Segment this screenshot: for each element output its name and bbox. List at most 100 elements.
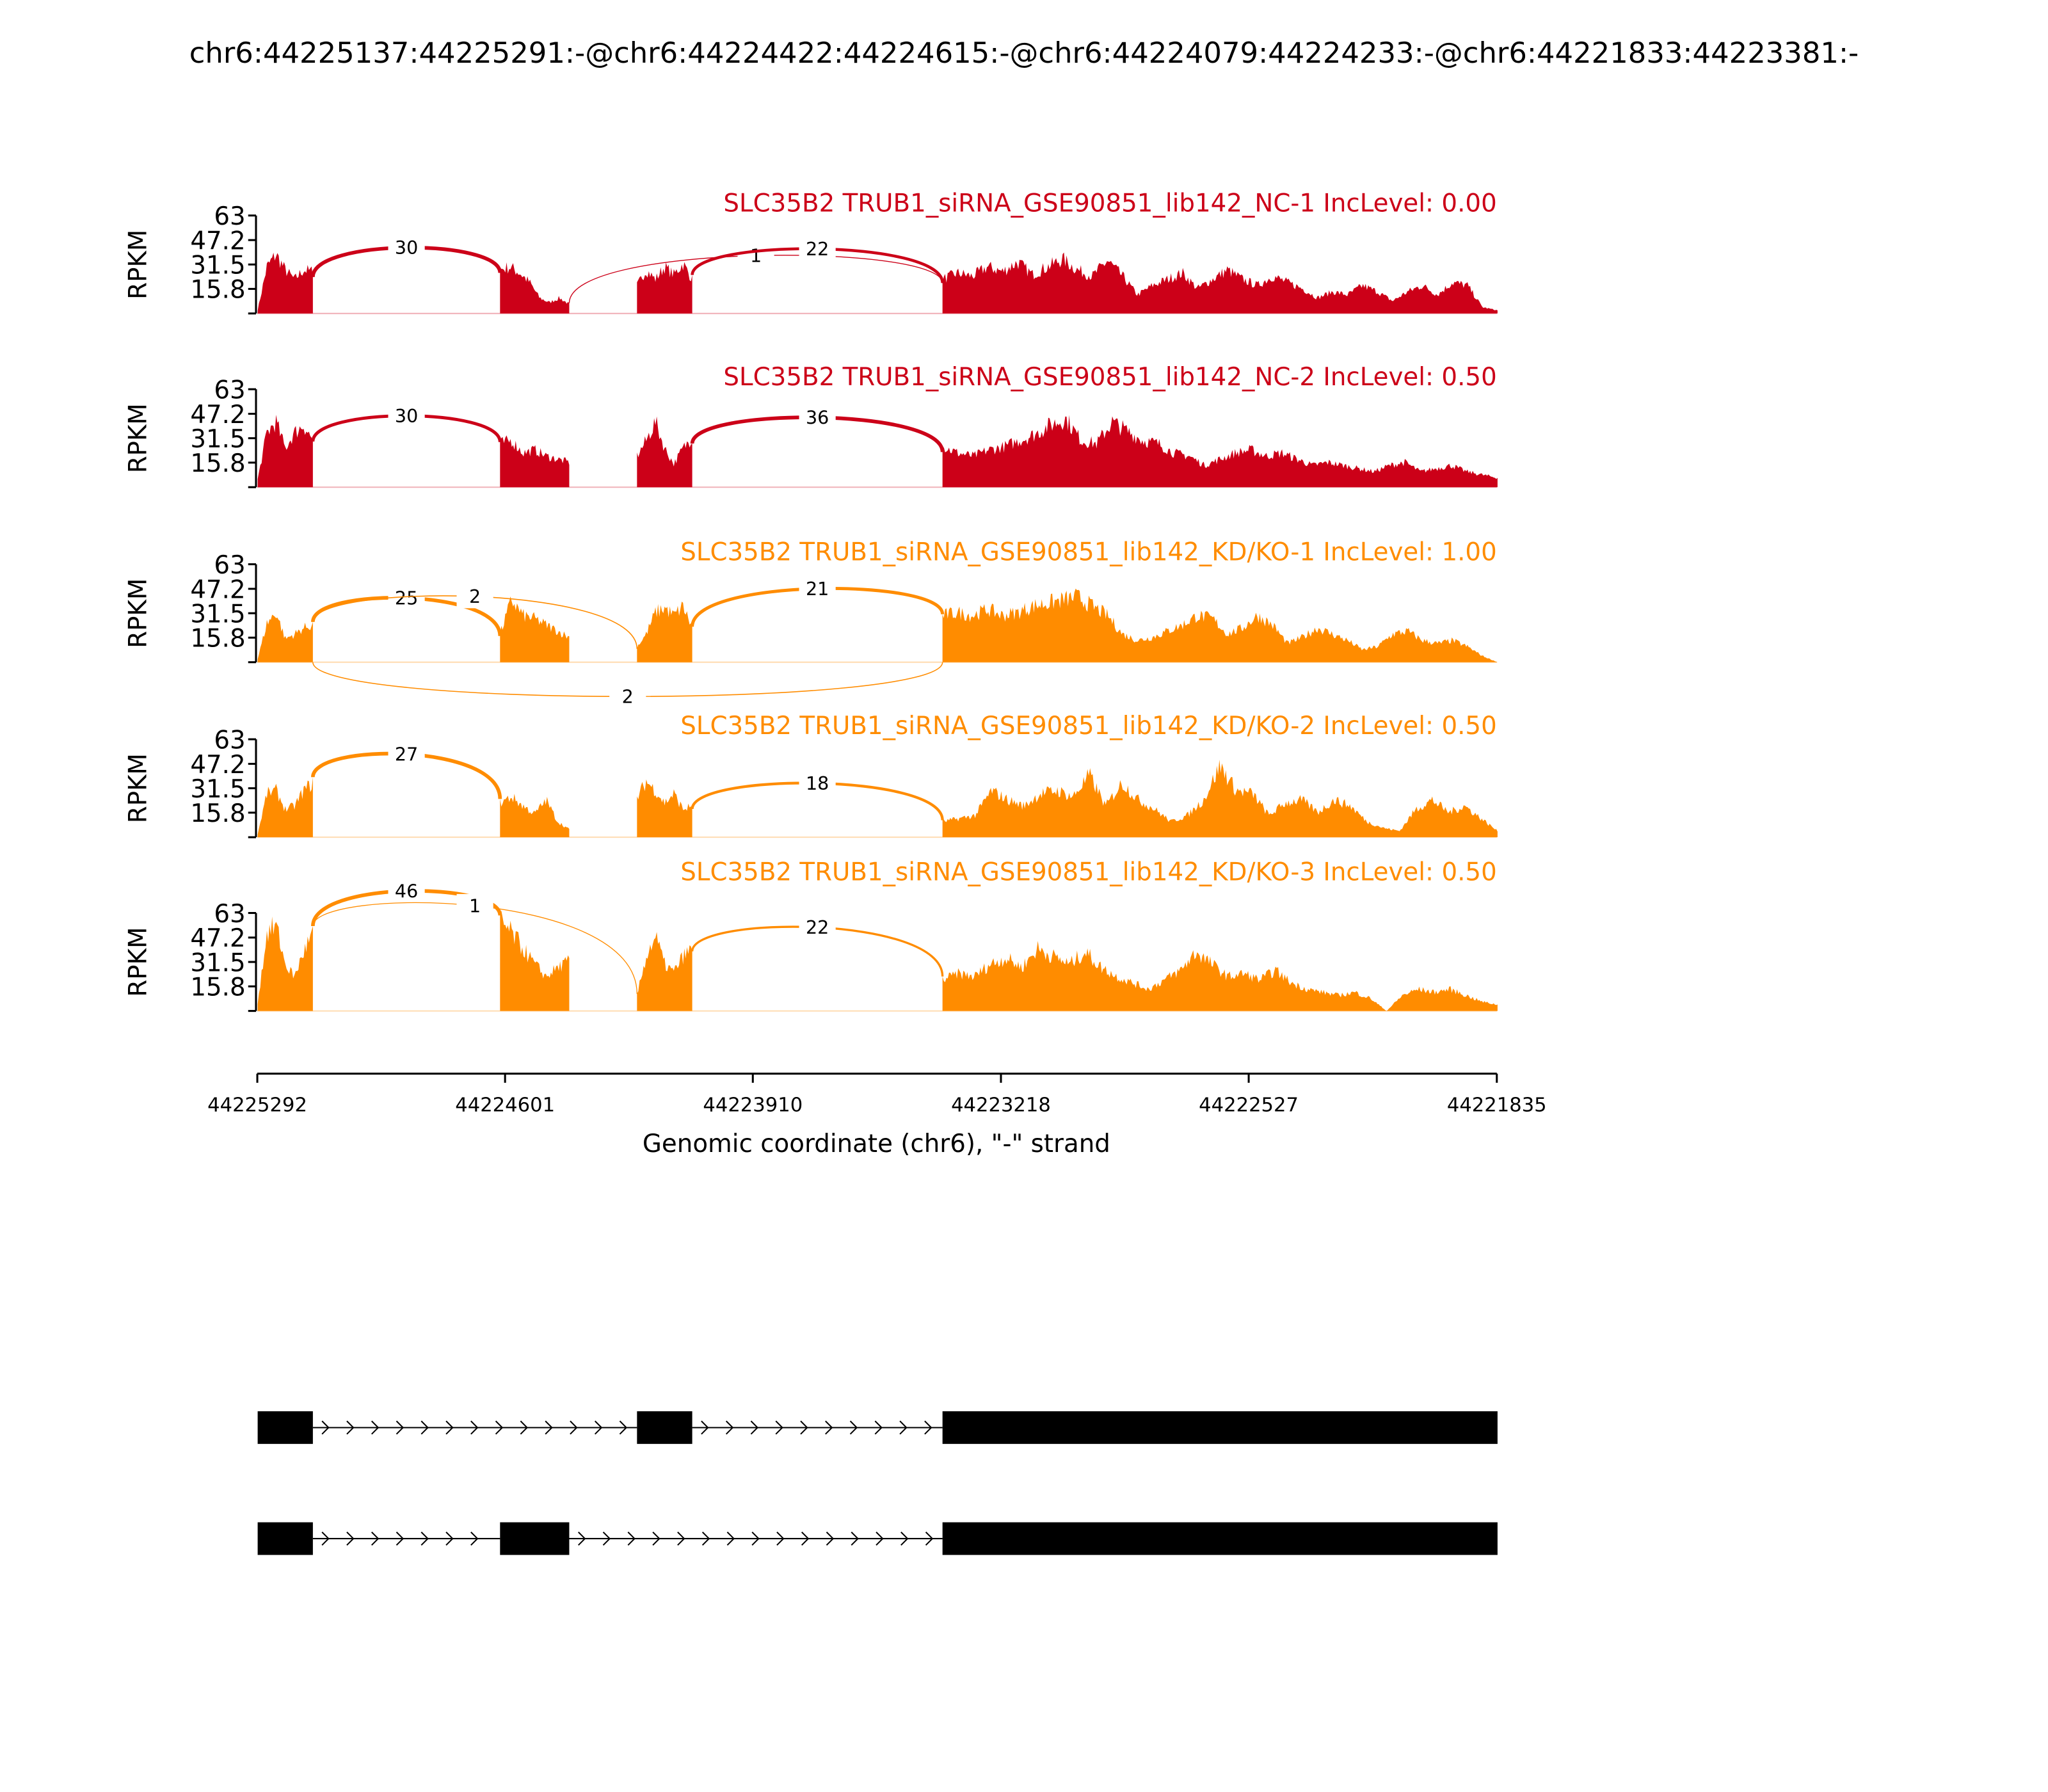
coverage-area: [942, 588, 1498, 662]
y-tick-label: 63: [214, 726, 245, 755]
coverage-area: [257, 415, 313, 488]
strand-chevron-icon: [371, 1420, 380, 1435]
y-tick-label: 15.8: [190, 973, 245, 1002]
x-tick-label: 44225292: [207, 1094, 307, 1117]
strand-chevron-icon: [346, 1420, 355, 1435]
junction-label-bg: [456, 584, 493, 609]
y-tick-label: 15.8: [190, 799, 245, 828]
y-tick-label: 47.2: [190, 924, 245, 953]
strand-chevron-icon: [495, 1420, 504, 1435]
junction-label-bg: [737, 244, 774, 268]
y-tick-label: 47.2: [190, 751, 245, 780]
strand-chevron-icon: [445, 1532, 454, 1546]
junction-label-bg: [388, 742, 425, 766]
coverage-area: [942, 760, 1498, 838]
strand-chevron-icon: [545, 1420, 553, 1435]
junction-label-bg: [388, 236, 425, 260]
y-axis-label: RPKM: [124, 403, 153, 473]
exon-block: [637, 1411, 692, 1444]
junction-count: 22: [806, 238, 829, 260]
junction-count: 2: [469, 586, 481, 607]
plot-title: chr6:44225137:44225291:-@chr6:44224422:4…: [189, 36, 1859, 70]
y-tick-label: 47.2: [190, 575, 245, 604]
strand-chevron-icon: [726, 1532, 735, 1546]
junction-count: 25: [395, 587, 418, 609]
junction-label-bg: [799, 771, 836, 796]
y-axis-label: RPKM: [124, 927, 153, 996]
sample-label: SLC35B2 TRUB1_siRNA_GSE90851_lib142_NC-1…: [723, 189, 1496, 218]
junction-label-bg: [388, 879, 425, 903]
strand-chevron-icon: [420, 1532, 429, 1546]
junction-count: 46: [395, 880, 418, 902]
strand-chevron-icon: [470, 1532, 479, 1546]
y-tick-label: 31.5: [190, 252, 245, 280]
strand-chevron-icon: [321, 1420, 330, 1435]
strand-chevron-icon: [750, 1420, 759, 1435]
y-tick-label: 63: [214, 202, 245, 231]
y-tick-label: 47.2: [190, 227, 245, 255]
junction-label-bg: [799, 405, 836, 429]
x-tick-label: 44223218: [951, 1094, 1051, 1117]
strand-chevron-icon: [701, 1420, 709, 1435]
strand-chevron-icon: [520, 1420, 529, 1435]
junction-label-bg: [388, 586, 425, 610]
coverage-area: [637, 932, 692, 1011]
junction-count: 27: [395, 744, 418, 765]
exon-block: [942, 1522, 1498, 1555]
exon-block: [500, 1522, 570, 1555]
coverage-area: [500, 794, 570, 838]
y-tick-label: 63: [214, 551, 245, 580]
x-tick-label: 44221835: [1447, 1094, 1547, 1117]
strand-chevron-icon: [420, 1420, 429, 1435]
coverage-area: [257, 777, 313, 838]
transcript-models: [257, 1411, 1498, 1555]
junction-count: 21: [806, 578, 829, 600]
x-axis: 44225292 44224601 44223910 44223218 44222527…: [207, 1073, 1547, 1117]
coverage-area: [500, 911, 570, 1011]
junction-count: 30: [395, 237, 418, 259]
sample-label: SLC35B2 TRUB1_siRNA_GSE90851_lib142_KD/K…: [680, 858, 1497, 887]
junction-count: 18: [806, 772, 829, 794]
junction-count: 1: [469, 895, 481, 916]
strand-chevron-icon: [396, 1532, 404, 1546]
sample-label: SLC35B2 TRUB1_siRNA_GSE90851_lib142_KD/K…: [680, 712, 1497, 740]
coverage-area: [500, 435, 570, 488]
y-tick-label: 47.2: [190, 401, 245, 429]
strand-chevron-icon: [899, 1420, 908, 1435]
y-tick-label: 15.8: [190, 625, 245, 653]
strand-chevron-icon: [470, 1420, 479, 1435]
strand-chevron-icon: [801, 1532, 810, 1546]
y-axis-label: RPKM: [124, 230, 153, 300]
junction-label-bg: [799, 915, 836, 940]
strand-chevron-icon: [825, 1420, 833, 1435]
y-tick-label: 31.5: [190, 425, 245, 454]
strand-chevron-icon: [594, 1420, 603, 1435]
strand-chevron-icon: [876, 1532, 884, 1546]
strand-chevron-icon: [925, 1532, 934, 1546]
strand-chevron-icon: [751, 1532, 760, 1546]
strand-chevron-icon: [396, 1420, 404, 1435]
exon-block: [257, 1411, 313, 1444]
sample-label: SLC35B2 TRUB1_siRNA_GSE90851_lib142_KD/K…: [680, 538, 1497, 567]
strand-chevron-icon: [619, 1420, 628, 1435]
junction-label-bg: [388, 404, 425, 428]
y-tick-label: 31.5: [190, 600, 245, 628]
strand-chevron-icon: [800, 1420, 808, 1435]
junction-count: 30: [395, 405, 418, 427]
strand-chevron-icon: [924, 1420, 932, 1435]
exon-block: [257, 1522, 313, 1555]
junction-count: 22: [806, 916, 829, 938]
x-tick-label: 44224601: [455, 1094, 555, 1117]
junction-label-bg: [799, 237, 836, 261]
coverage-area: [500, 262, 570, 314]
strand-chevron-icon: [874, 1420, 883, 1435]
strand-chevron-icon: [346, 1532, 355, 1546]
junction-label-bg: [799, 577, 836, 601]
coverage-area: [637, 779, 692, 838]
coverage-area: [942, 941, 1498, 1011]
